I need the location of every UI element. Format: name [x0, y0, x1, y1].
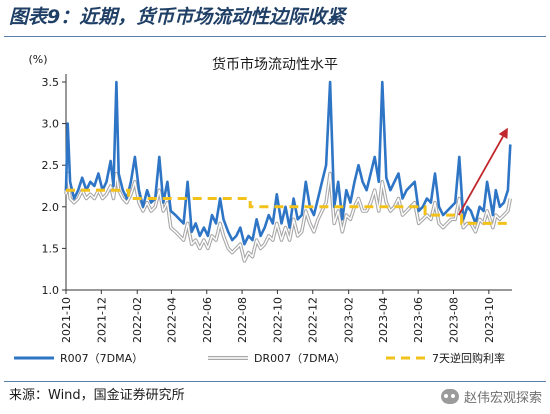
annotation-layer — [457, 127, 508, 216]
header-divider — [4, 36, 546, 37]
x-tick-label: 2022-06 — [201, 297, 214, 343]
x-tick-label: 2023-06 — [412, 297, 425, 343]
legend-label: DR007（7DMA） — [254, 352, 346, 365]
x-tick-label: 2023-04 — [377, 297, 390, 343]
liquidity-line-chart: 货币市场流动性水平 (%) 1.0 1.5 2.0 2.5 3.0 3.5 2021-10 2… — [0, 40, 550, 376]
x-tick-label: 2022-02 — [131, 297, 144, 343]
legend-label: R007（7DMA） — [60, 352, 143, 365]
x-tick-label: 2022-12 — [307, 297, 320, 343]
wechat-icon — [440, 388, 459, 404]
legend-label: 7天逆回购利率 — [432, 351, 505, 365]
watermark: 赵伟宏观探索 — [440, 384, 542, 408]
source-note: 来源：Wind，国金证券研究所 — [9, 388, 185, 403]
x-tick-label: 2023-10 — [483, 297, 496, 343]
x-tick-label: 2023-08 — [447, 297, 460, 343]
trend-arrow-head — [498, 127, 508, 139]
x-tick-label: 2023-02 — [343, 297, 356, 343]
chart-title: 货币市场流动性水平 — [212, 56, 338, 73]
r007-line — [64, 80, 512, 246]
dr007-line-inner — [65, 172, 511, 262]
chart-container: 货币市场流动性水平 (%) 1.0 1.5 2.0 2.5 3.0 3.5 2021-10 2… — [0, 40, 550, 376]
series-layer — [64, 80, 513, 263]
y-tick-label: 2.5 — [42, 159, 60, 172]
x-tick-label: 2022-04 — [165, 297, 178, 343]
y-tick-label: 2.0 — [42, 201, 60, 214]
y-tick-label: 3.5 — [42, 76, 60, 89]
chart-legend: R007（7DMA） DR007（7DMA） 7天逆回购利率 — [14, 351, 505, 365]
y-tick-label: 1.5 — [42, 242, 60, 255]
x-tick-label: 2022-08 — [236, 297, 249, 343]
x-tick-label: 2021-10 — [60, 297, 73, 343]
x-tick-label: 2021-12 — [95, 297, 108, 343]
y-tick-label: 3.0 — [42, 118, 60, 131]
reverse-repo-rate-line — [66, 188, 512, 225]
footer-divider — [4, 381, 546, 382]
y-axis-unit: (%) — [28, 53, 47, 66]
y-tick-label: 1.0 — [42, 284, 60, 297]
x-tick-label: 2022-10 — [271, 297, 284, 343]
trend-arrow-shaft — [457, 136, 504, 216]
watermark-text: 赵伟宏观探索 — [463, 390, 542, 406]
axes: 1.0 1.5 2.0 2.5 3.0 3.5 2021-10 2021-12 2022-02 2… — [42, 74, 512, 343]
figure-title: 图表9：近期，货币市场流动性边际收紧 — [9, 6, 346, 28]
